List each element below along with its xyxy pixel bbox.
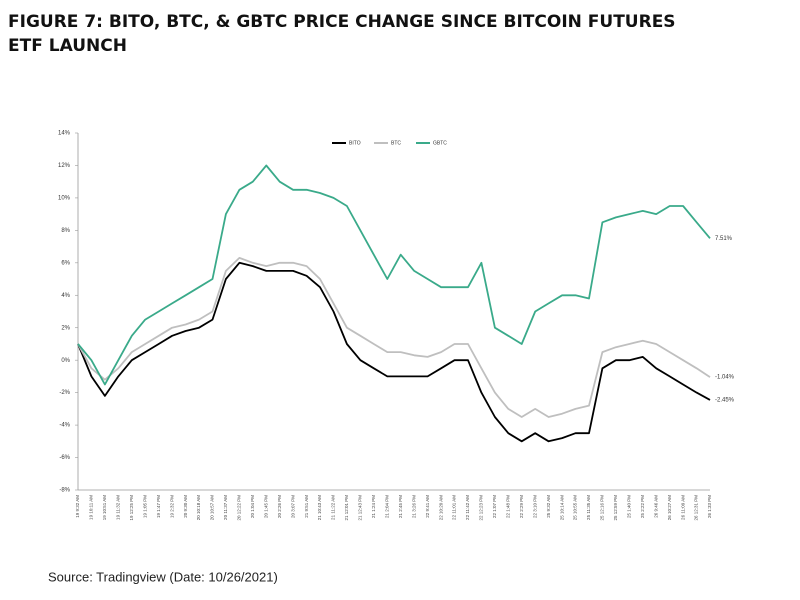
x-tick-label: 21 3:26 PM (411, 495, 416, 518)
x-tick-label: 25 11:35 AM (586, 495, 591, 520)
series-line (77, 257, 711, 418)
x-tick-label: 26 12:31 PM (694, 495, 699, 521)
x-tick-label: 20 1:45 PM (263, 495, 268, 518)
series-line (77, 261, 711, 443)
x-tick-label: 19 2:32 PM (169, 495, 174, 518)
x-tick-label: 20 3:07 PM (290, 495, 295, 518)
x-tick-label: 20 10:18 AM (196, 495, 201, 521)
chart-title: FIGURE 7: BITO, BTC, & GBTC PRICE CHANGE… (8, 12, 676, 32)
x-tick-label: 19 10:51 AM (102, 495, 107, 521)
x-tick-label: 26 10:27 AM (667, 495, 672, 521)
x-tick-label: 21 1:24 PM (371, 495, 376, 518)
x-tick-label: 20 9:30 AM (183, 495, 188, 518)
x-tick-label: 26 9:46 AM (653, 495, 658, 518)
x-tick-label: 22 11:42 AM (465, 495, 470, 520)
x-tick-label: 25 9:32 AM (546, 495, 551, 518)
x-tick-label: 22 2:29 PM (519, 495, 524, 518)
series-line (77, 164, 711, 386)
x-tick-label: 19 9:32 AM (75, 495, 80, 518)
x-tick-label: 21 12:43 PM (358, 495, 363, 521)
x-tick-label: 22 1:07 PM (492, 495, 497, 518)
x-tick-label: 26 1:33 PM (707, 495, 712, 518)
x-tick-label: 25 10:55 AM (573, 495, 578, 521)
x-tick-label: 19 10:11 AM (89, 495, 94, 520)
y-tick-label: -2% (59, 390, 70, 396)
x-tick-label: 22 12:23 PM (479, 495, 484, 521)
x-tick-label: 26 11:09 AM (680, 495, 685, 520)
x-tick-label: 25 12:59 PM (613, 495, 618, 521)
y-tick-label: 14% (58, 131, 71, 137)
x-tick-label: 20 1:04 PM (250, 495, 255, 518)
x-tick-label: 21 11:22 AM (331, 495, 336, 520)
y-tick-label: 0% (61, 358, 70, 364)
x-tick-label: 25 2:22 PM (640, 495, 645, 518)
x-tick-label: 21 9:51 AM (304, 495, 309, 518)
x-tick-label: 19 12:25 PM (129, 495, 134, 521)
x-tick-label: 19 1:05 PM (142, 495, 147, 518)
x-tick-label: 20 2:26 PM (277, 495, 282, 518)
y-tick-label: -6% (59, 455, 70, 461)
x-tick-label: 19 1:47 PM (156, 495, 161, 518)
x-tick-label: 22 10:20 AM (438, 495, 443, 521)
y-tick-label: -4% (59, 423, 70, 429)
legend-label: GBTC (433, 140, 447, 146)
legend-label: BTC (391, 140, 401, 146)
y-tick-label: 6% (61, 260, 70, 266)
x-tick-label: 25 10:14 AM (559, 495, 564, 521)
x-tick-label: 20 10:57 AM (210, 495, 215, 521)
y-tick-label: 12% (58, 163, 71, 169)
end-value-label: -1.04% (715, 375, 735, 381)
source-note: Source: Tradingview (Date: 10/26/2021) (48, 569, 278, 584)
y-tick-label: 2% (61, 325, 70, 331)
x-tick-label: 22 3:10 PM (532, 495, 537, 518)
x-tick-label: 25 1:40 PM (627, 495, 632, 518)
x-tick-label: 21 10:43 AM (317, 495, 322, 521)
chart-title-line-2: ETF LAUNCH (8, 36, 127, 56)
y-tick-label: 4% (61, 293, 70, 299)
x-tick-label: 20 12:22 PM (237, 495, 242, 521)
end-value-label: -2.45% (715, 398, 735, 404)
x-tick-label: 21 2:04 PM (384, 495, 389, 518)
end-value-label: 7.51% (715, 236, 733, 242)
x-tick-label: 25 12:16 PM (600, 495, 605, 521)
x-tick-label: 21 2:45 PM (398, 495, 403, 518)
x-tick-label: 22 1:48 PM (505, 495, 510, 518)
legend-label: BITO (349, 140, 361, 146)
x-tick-label: 20 11:37 AM (223, 495, 228, 520)
x-tick-label: 22 9:41 AM (425, 495, 430, 518)
y-tick-label: 10% (58, 195, 71, 201)
x-tick-label: 19 11:32 AM (116, 495, 121, 520)
y-tick-label: -8% (59, 488, 70, 494)
x-tick-label: 22 11:01 AM (452, 495, 457, 520)
x-tick-label: 21 12:01 PM (344, 495, 349, 521)
y-tick-label: 8% (61, 228, 70, 234)
